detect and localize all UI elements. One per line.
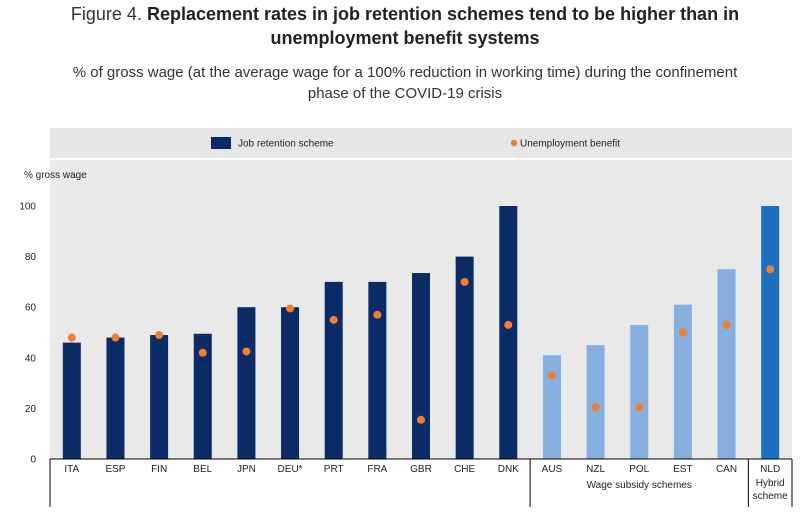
group-label-hybridscheme-line2: scheme	[753, 491, 788, 502]
marker-dnk	[504, 320, 513, 329]
bar-pol	[630, 324, 649, 459]
bar-prt	[324, 281, 343, 459]
marker-pol	[635, 403, 644, 412]
figure-number: Figure 4.	[70, 4, 147, 24]
y-tick-label-40: 40	[25, 353, 37, 364]
bar-nzl	[586, 345, 605, 459]
marker-ita	[67, 333, 76, 342]
marker-che	[460, 277, 469, 286]
bar-jpn	[237, 307, 256, 459]
marker-gbr	[417, 415, 425, 424]
bar-bel	[193, 333, 212, 459]
marker-nld	[766, 265, 775, 274]
bar-est	[673, 304, 692, 459]
y-tick-label-80: 80	[25, 252, 37, 263]
marker-est	[678, 328, 687, 337]
figure-subtitle-line2: phase of the COVID-19 crisis	[307, 85, 503, 102]
x-tick-label-che: CHE	[454, 464, 475, 475]
y-axis-label: % gross wage	[24, 170, 87, 181]
x-tick-label-fin: FIN	[151, 464, 167, 475]
x-tick-label-jpn: JPN	[237, 464, 256, 475]
marker-can	[722, 320, 731, 329]
figure-title-line2: unemployment benefit systems	[270, 28, 540, 48]
figure-subtitle: % of gross wage (at the average wage for…	[20, 62, 790, 104]
marker-deu	[286, 304, 295, 313]
figure-title: Figure 4. Replacement rates in job reten…	[0, 2, 810, 50]
x-tick-label-est: EST	[673, 464, 692, 475]
legend-marker-swatch	[510, 139, 518, 147]
bar-aus	[542, 355, 561, 459]
legend-label-unemployment-benefit: Unemployment benefit	[520, 139, 620, 150]
figure-title-line1: Replacement rates in job retention schem…	[146, 4, 740, 24]
bar-dnk	[499, 206, 518, 459]
bar-gbr	[412, 273, 430, 459]
figure-subtitle-line1: % of gross wage (at the average wage for…	[72, 64, 738, 81]
x-tick-label-pol: POL	[629, 464, 649, 475]
group-label-hybridscheme-line1: Hybrid	[756, 478, 785, 489]
group-label-wagesubsidyschemes: Wage subsidy schemes	[587, 480, 692, 491]
x-tick-label-fra: FRA	[367, 464, 387, 475]
bar-nld	[761, 206, 780, 459]
x-tick-label-nzl: NZL	[586, 464, 605, 475]
y-tick-label-60: 60	[25, 303, 37, 314]
marker-fin	[155, 331, 164, 340]
legend-band	[50, 128, 792, 158]
bar-esp	[106, 337, 125, 459]
x-tick-label-dnk: DNK	[498, 464, 519, 475]
marker-prt	[329, 315, 338, 324]
marker-bel	[198, 348, 207, 357]
x-tick-label-aus: AUS	[542, 464, 563, 475]
marker-aus	[547, 371, 556, 380]
x-tick-label-bel: BEL	[193, 464, 212, 475]
bar-fra	[368, 281, 387, 459]
bar-che	[455, 256, 474, 459]
x-tick-label-ita: ITA	[64, 464, 79, 475]
y-tick-label-20: 20	[25, 404, 37, 415]
x-tick-label-gbr: GBR	[410, 464, 432, 475]
y-tick-label-100: 100	[19, 202, 36, 213]
bar-can	[717, 269, 736, 459]
marker-fra	[373, 310, 382, 319]
legend-bar-swatch	[211, 137, 231, 149]
x-tick-label-nld: NLD	[760, 464, 780, 475]
legend-label-job-retention: Job retention scheme	[238, 139, 334, 150]
bar-fin	[150, 335, 169, 459]
y-tick-label-0: 0	[30, 455, 36, 466]
bar-ita	[62, 342, 81, 459]
bar-deu	[281, 307, 300, 459]
x-tick-label-deu: DEU*	[278, 464, 303, 475]
marker-nzl	[591, 403, 600, 412]
marker-jpn	[242, 347, 251, 356]
x-tick-label-can: CAN	[716, 464, 737, 475]
x-tick-label-esp: ESP	[105, 464, 125, 475]
marker-esp	[111, 333, 120, 342]
x-tick-label-prt: PRT	[324, 464, 344, 475]
